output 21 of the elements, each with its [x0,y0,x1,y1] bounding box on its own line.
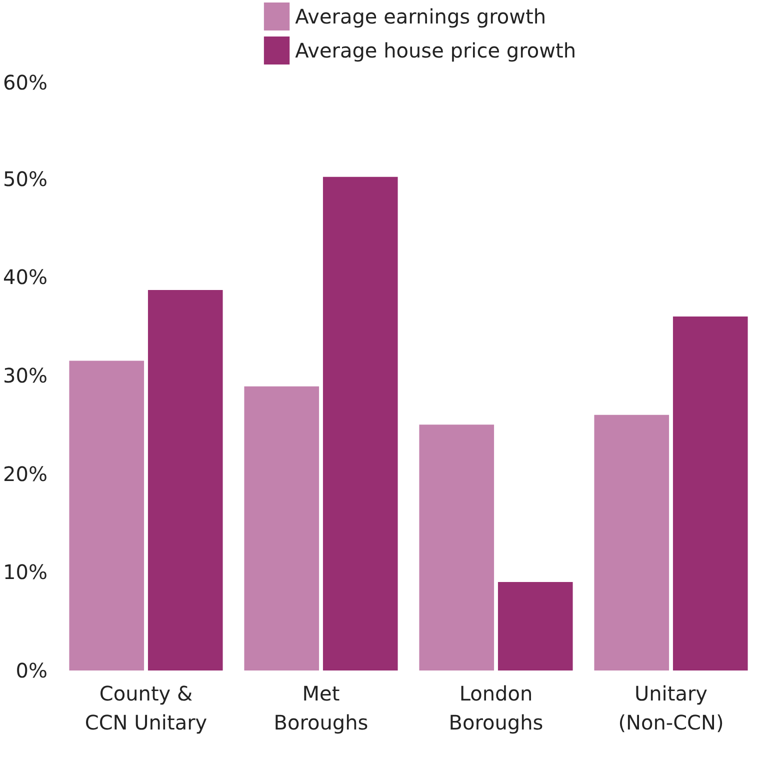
y-tick-label: 60% [3,70,48,94]
bar [672,316,748,670]
legend-label: Average earnings growth [295,4,546,28]
bar [244,386,320,670]
x-tick-label: County & CCN Unitary [84,682,208,734]
bar [594,414,670,670]
bar [322,176,398,670]
y-tick-label: 40% [3,265,48,290]
y-tick-label: 10% [3,560,48,584]
x-tick-label: London Boroughs [448,682,544,734]
legend-label: Average house price growth [295,38,576,62]
bar [148,290,223,670]
bar [69,360,144,670]
y-tick-label: 30% [3,364,48,388]
x-tick-label: Unitary (Non-CCN) [618,682,724,734]
y-tick-label: 0% [16,658,48,682]
y-tick-label: 50% [3,166,48,191]
bar [419,424,494,670]
y-tick-label: 20% [3,462,48,486]
x-tick-label: Met Boroughs [274,682,368,734]
bar [498,582,573,670]
